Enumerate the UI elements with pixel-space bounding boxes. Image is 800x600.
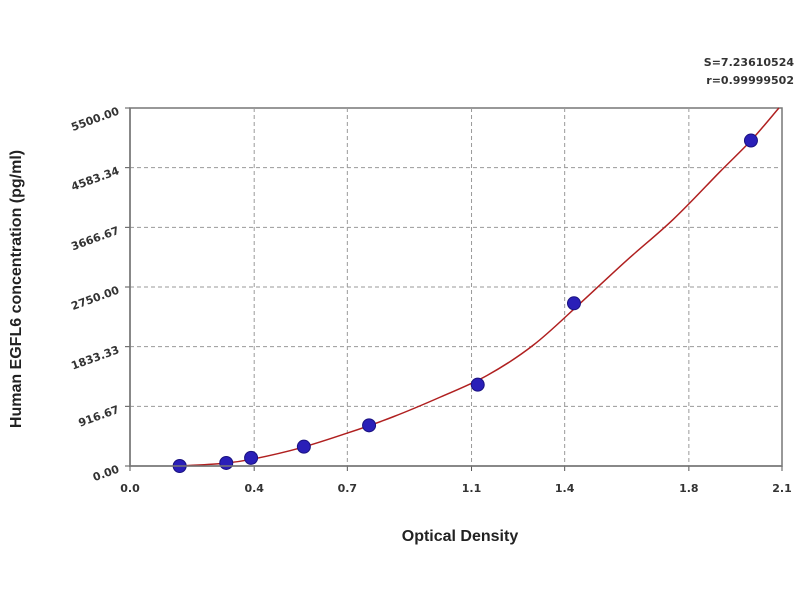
y-tick-label: 0.00 xyxy=(91,462,121,484)
x-axis-title: Optical Density xyxy=(402,528,519,545)
x-axis: 0.0 0.4 0.7 1.1 1.4 1.8 2.1 xyxy=(120,465,792,495)
data-point xyxy=(362,418,377,433)
x-tick-label: 0.0 xyxy=(120,482,140,495)
y-axis: 0.00 916.67 1833.33 2750.00 3666.67 4583.34 55… xyxy=(69,104,131,484)
x-tick-label: 2.1 xyxy=(772,482,792,495)
fit-curve xyxy=(179,107,780,467)
y-tick-label: 5500.00 xyxy=(69,104,121,133)
y-tick-label: 4583.34 xyxy=(69,164,121,193)
gridlines xyxy=(130,108,782,466)
fit-curve-layer xyxy=(179,107,780,467)
data-point xyxy=(244,450,259,465)
fit-stat-label: r=0.99999502 xyxy=(706,74,794,87)
x-tick-label: 1.1 xyxy=(462,482,482,495)
y-axis-title: Human EGFL6 concentration (pg/ml) xyxy=(8,150,25,428)
y-tick-label: 2750.00 xyxy=(69,283,121,312)
fit-stat-label: S=7.23610524 xyxy=(704,56,795,69)
data-point xyxy=(296,439,311,454)
y-tick-label: 3666.67 xyxy=(69,224,121,253)
x-tick-label: 1.4 xyxy=(555,482,575,495)
data-point xyxy=(566,296,581,311)
x-tick-label: 1.8 xyxy=(679,482,699,495)
fit-statistics: S=7.23610524 r=0.99999502 xyxy=(704,56,795,87)
y-tick-label: 1833.33 xyxy=(69,343,121,372)
x-tick-label: 0.4 xyxy=(244,482,264,495)
data-point xyxy=(743,133,758,148)
x-tick-label: 0.7 xyxy=(338,482,358,495)
data-point xyxy=(219,455,234,470)
data-point xyxy=(470,377,485,392)
y-tick-label: 916.67 xyxy=(77,403,121,430)
